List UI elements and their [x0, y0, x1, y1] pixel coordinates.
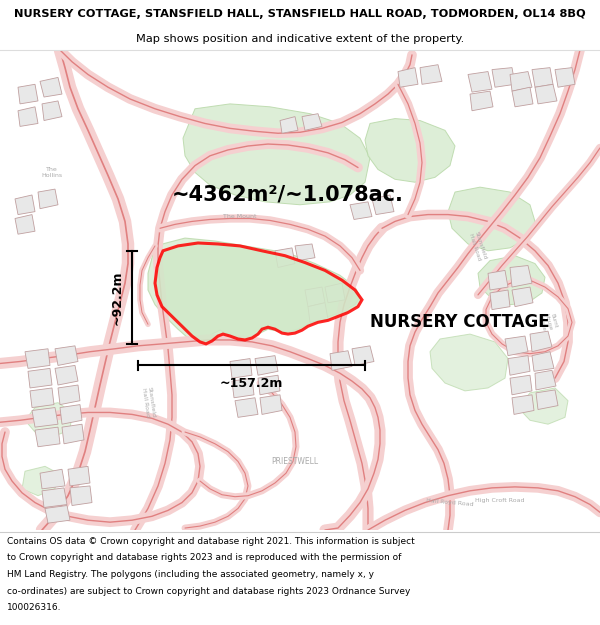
- Text: NURSERY COTTAGE, STANSFIELD HALL, STANSFIELD HALL ROAD, TODMORDEN, OL14 8BQ: NURSERY COTTAGE, STANSFIELD HALL, STANSF…: [14, 9, 586, 19]
- Polygon shape: [420, 65, 442, 84]
- Polygon shape: [518, 388, 568, 424]
- Text: Contains OS data © Crown copyright and database right 2021. This information is : Contains OS data © Crown copyright and d…: [7, 537, 415, 546]
- Polygon shape: [305, 287, 325, 307]
- Polygon shape: [25, 349, 50, 368]
- Polygon shape: [512, 287, 533, 307]
- Text: co-ordinates) are subject to Crown copyright and database rights 2023 Ordnance S: co-ordinates) are subject to Crown copyr…: [7, 586, 410, 596]
- Polygon shape: [530, 331, 552, 352]
- Text: The Mount: The Mount: [223, 214, 257, 219]
- Polygon shape: [510, 266, 532, 287]
- Text: Burnt
House
Close: Burnt House Close: [538, 312, 558, 332]
- Polygon shape: [488, 271, 508, 290]
- Text: PRIESTWELL: PRIESTWELL: [271, 457, 319, 466]
- Polygon shape: [478, 256, 545, 305]
- Polygon shape: [25, 402, 72, 437]
- Polygon shape: [510, 71, 532, 91]
- Polygon shape: [42, 101, 62, 121]
- Polygon shape: [295, 244, 315, 261]
- Polygon shape: [183, 104, 370, 205]
- Polygon shape: [15, 214, 35, 234]
- Polygon shape: [508, 356, 530, 375]
- Polygon shape: [22, 466, 58, 496]
- Polygon shape: [45, 506, 70, 523]
- Polygon shape: [60, 404, 82, 424]
- Polygon shape: [70, 486, 92, 506]
- Polygon shape: [232, 378, 254, 398]
- Polygon shape: [470, 91, 493, 111]
- Text: ~157.2m: ~157.2m: [220, 377, 283, 390]
- Polygon shape: [258, 375, 280, 395]
- Polygon shape: [62, 424, 84, 444]
- Polygon shape: [352, 346, 374, 366]
- Polygon shape: [505, 336, 528, 356]
- Polygon shape: [468, 71, 492, 92]
- Polygon shape: [365, 119, 455, 182]
- Polygon shape: [38, 189, 58, 209]
- Text: Stansfield
Hall Road: Stansfield Hall Road: [140, 386, 155, 419]
- Text: Stansfield
Hall Road: Stansfield Hall Road: [469, 231, 488, 261]
- Polygon shape: [155, 243, 362, 344]
- Polygon shape: [28, 368, 52, 388]
- Polygon shape: [536, 390, 558, 409]
- Polygon shape: [280, 117, 298, 133]
- Polygon shape: [532, 68, 553, 88]
- Polygon shape: [535, 371, 556, 390]
- Text: The
Hollins: The Hollins: [41, 167, 62, 178]
- Polygon shape: [372, 195, 394, 214]
- Polygon shape: [448, 187, 535, 251]
- Polygon shape: [235, 398, 258, 418]
- Polygon shape: [510, 375, 532, 395]
- Polygon shape: [512, 395, 534, 414]
- Text: High Croft Road: High Croft Road: [475, 498, 525, 503]
- Polygon shape: [255, 356, 278, 375]
- Polygon shape: [42, 488, 67, 508]
- Polygon shape: [55, 366, 78, 385]
- Polygon shape: [18, 84, 38, 104]
- Polygon shape: [512, 88, 533, 107]
- Polygon shape: [55, 346, 78, 366]
- Polygon shape: [230, 359, 252, 378]
- Polygon shape: [58, 385, 80, 404]
- Text: 100026316.: 100026316.: [7, 603, 62, 612]
- Text: NURSERY COTTAGE: NURSERY COTTAGE: [370, 313, 550, 331]
- Polygon shape: [325, 283, 345, 302]
- Text: ~4362m²/~1.078ac.: ~4362m²/~1.078ac.: [172, 185, 404, 205]
- Polygon shape: [555, 68, 575, 88]
- Polygon shape: [40, 78, 62, 97]
- Text: Hall Royd Road: Hall Royd Road: [426, 498, 474, 507]
- Polygon shape: [330, 351, 352, 371]
- Polygon shape: [18, 107, 38, 126]
- Text: ~92.2m: ~92.2m: [111, 270, 124, 324]
- Polygon shape: [35, 427, 60, 447]
- Polygon shape: [535, 84, 557, 104]
- Polygon shape: [275, 248, 295, 268]
- Polygon shape: [490, 290, 510, 309]
- Polygon shape: [260, 395, 282, 414]
- Polygon shape: [302, 114, 322, 131]
- Text: to Crown copyright and database rights 2023 and is reproduced with the permissio: to Crown copyright and database rights 2…: [7, 553, 401, 562]
- Polygon shape: [15, 195, 35, 214]
- Polygon shape: [350, 202, 372, 219]
- Polygon shape: [532, 352, 554, 371]
- Polygon shape: [492, 68, 515, 88]
- Polygon shape: [430, 334, 508, 391]
- Polygon shape: [398, 68, 418, 88]
- Polygon shape: [148, 238, 360, 342]
- Polygon shape: [308, 302, 328, 322]
- Polygon shape: [32, 408, 58, 427]
- Polygon shape: [68, 466, 90, 486]
- Text: HM Land Registry. The polygons (including the associated geometry, namely x, y: HM Land Registry. The polygons (includin…: [7, 570, 374, 579]
- Text: Map shows position and indicative extent of the property.: Map shows position and indicative extent…: [136, 34, 464, 44]
- Polygon shape: [40, 469, 65, 489]
- Polygon shape: [30, 388, 54, 408]
